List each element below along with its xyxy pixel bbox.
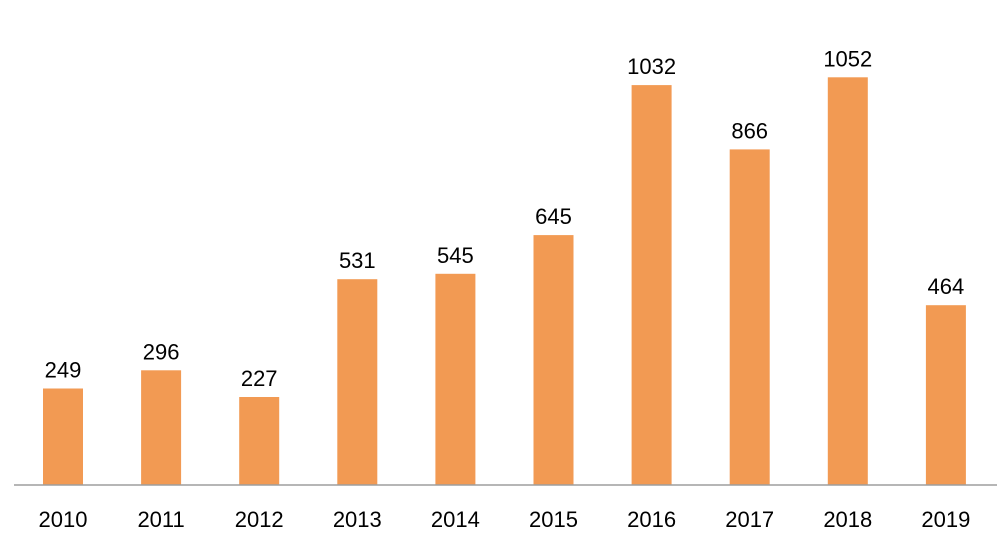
x-tick-label-2018: 2018 [823, 507, 872, 532]
value-label-2016: 1032 [627, 54, 676, 79]
x-axis: 2010 2011 2012 2013 2014 2015 2016 2017 2018 2019 [14, 484, 997, 532]
bar-2016 [631, 85, 672, 485]
bar-2011 [141, 370, 182, 485]
bar-2010 [43, 388, 83, 485]
value-label-2011: 296 [143, 339, 180, 364]
x-tick-label-2012: 2012 [235, 507, 284, 532]
value-label-2012: 227 [241, 366, 278, 391]
x-tick-label-2013: 2013 [333, 507, 382, 532]
value-label-2017: 866 [731, 118, 768, 143]
bar-2013 [337, 279, 378, 485]
value-label-2014: 545 [437, 243, 474, 268]
value-label-2019: 464 [928, 274, 965, 299]
bar-2017 [729, 149, 770, 485]
x-tick-label-2019: 2019 [921, 507, 970, 532]
value-label-2013: 531 [339, 248, 376, 273]
value-label-2010: 249 [45, 358, 82, 383]
value-label-2018: 1052 [823, 46, 872, 71]
bar-2012 [239, 397, 280, 485]
bar-2018 [827, 77, 868, 486]
bars-group [43, 77, 966, 486]
bar-2019 [925, 305, 966, 485]
value-label-2015: 645 [535, 204, 572, 229]
x-tick-label-2017: 2017 [725, 507, 774, 532]
x-tick-label-2011: 2011 [137, 507, 184, 532]
x-tick-label-2014: 2014 [431, 507, 480, 532]
value-labels-group: 249 296 227 531 545 645 1032 866 1052 464 [45, 46, 965, 391]
x-tick-label-2016: 2016 [627, 507, 676, 532]
bar-2014 [435, 273, 476, 485]
bar-2015 [533, 235, 574, 485]
x-tick-label-2010: 2010 [39, 507, 88, 532]
x-tick-label-2015: 2015 [529, 507, 578, 532]
